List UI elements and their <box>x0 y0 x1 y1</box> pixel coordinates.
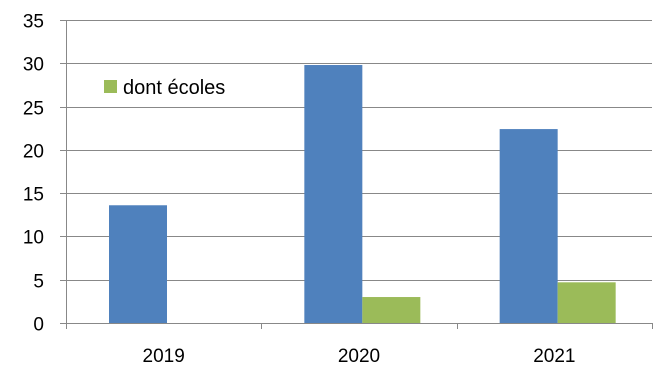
bar-2021-series-0 <box>499 129 558 323</box>
y-tick-label-10: 10 <box>23 228 44 249</box>
y-tick-label-30: 30 <box>23 55 44 76</box>
y-tick-label-5: 5 <box>33 272 44 293</box>
bars <box>109 65 616 323</box>
y-tick-label-0: 0 <box>33 315 44 336</box>
bar-2019-series-0 <box>109 205 167 323</box>
y-tick-label-15: 15 <box>23 185 44 206</box>
x-tick-label-2019: 2019 <box>143 346 185 367</box>
x-tick-labels: 2019 2020 2021 <box>143 346 576 367</box>
bar-2020-series-1 <box>362 297 421 323</box>
bar-2021-series-1 <box>557 282 616 323</box>
y-tick-label-35: 35 <box>23 12 44 33</box>
y-tick-label-20: 20 <box>23 142 44 163</box>
legend-label-dont-ecoles: dont écoles <box>123 77 225 99</box>
x-tick-label-2020: 2020 <box>338 346 380 367</box>
bar-2020-series-0 <box>304 65 363 323</box>
legend-swatch-dont-ecoles <box>104 80 117 93</box>
x-tick-label-2021: 2021 <box>533 346 575 367</box>
y-tick-labels: 0 5 10 15 20 25 30 35 <box>23 12 44 336</box>
legend: dont écoles <box>104 77 225 99</box>
y-tick-label-25: 25 <box>23 99 44 120</box>
axes <box>60 20 653 329</box>
